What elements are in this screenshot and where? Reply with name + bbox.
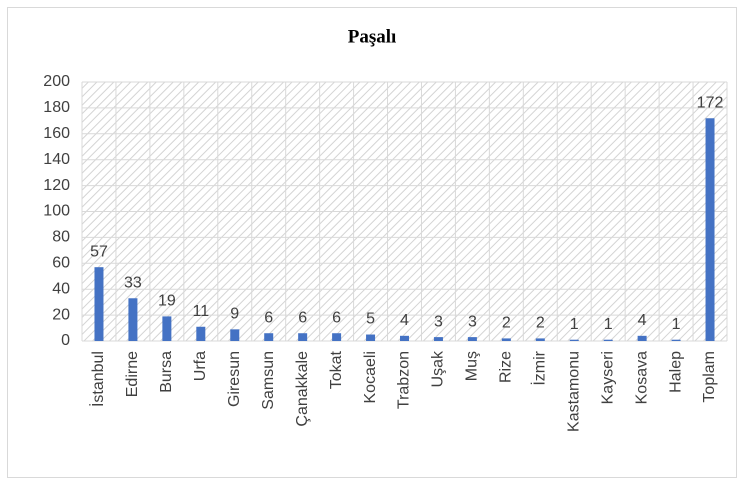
- x-tick-label: Rize: [498, 351, 515, 383]
- x-tick-label: Giresun: [226, 351, 243, 407]
- x-tick-label: Tokat: [328, 350, 345, 389]
- y-tick-label: 140: [43, 151, 70, 168]
- bar: [128, 298, 138, 341]
- bar: [298, 333, 308, 341]
- data-label: 172: [697, 94, 724, 111]
- data-label: 1: [672, 316, 681, 333]
- data-label: 1: [604, 316, 613, 333]
- bar: [467, 337, 477, 341]
- x-tick-label: Halep: [667, 351, 684, 393]
- bar: [94, 267, 104, 341]
- bar: [705, 118, 715, 341]
- data-label: 2: [536, 315, 545, 332]
- y-tick-label: 120: [43, 177, 70, 194]
- x-tick-label: Kocaeli: [362, 351, 379, 403]
- data-label: 5: [366, 311, 375, 328]
- y-tick-label: 180: [43, 99, 70, 116]
- bar: [603, 339, 613, 341]
- y-tick-label: 40: [52, 280, 70, 297]
- data-label: 9: [230, 306, 239, 323]
- bar: [433, 337, 443, 341]
- data-label: 19: [158, 293, 176, 310]
- x-tick-label: Bursa: [158, 351, 175, 393]
- x-tick-label: Urfa: [192, 351, 209, 381]
- bar: [230, 329, 240, 341]
- x-tick-label: Kosava: [633, 351, 650, 404]
- data-label: 4: [638, 312, 647, 329]
- x-tick-label: İzmir: [530, 350, 549, 385]
- x-tick-label: Toplam: [701, 351, 718, 403]
- data-label: 2: [502, 315, 511, 332]
- data-label: 11: [193, 303, 210, 320]
- bar: [332, 333, 342, 341]
- bar: [569, 339, 579, 341]
- data-label: 6: [298, 309, 307, 326]
- bar: [671, 339, 681, 341]
- chart-title: Paşalı: [348, 26, 397, 47]
- y-tick-label: 100: [43, 203, 70, 220]
- data-label: 33: [124, 274, 142, 291]
- bar: [366, 334, 376, 341]
- bar: [535, 338, 545, 341]
- y-tick-label: 60: [52, 255, 70, 272]
- y-tick-label: 0: [61, 332, 70, 349]
- data-label: 57: [90, 243, 108, 260]
- bar: [162, 316, 172, 341]
- y-tick-label: 80: [52, 229, 70, 246]
- x-tick-label: Muş: [464, 351, 481, 381]
- data-label: 3: [434, 313, 443, 330]
- bar: [196, 326, 206, 341]
- x-tick-label: İstanbul: [88, 351, 107, 407]
- x-tick-label: Kayseri: [599, 351, 616, 404]
- x-tick-label: Trabzon: [396, 351, 413, 409]
- x-tick-label: Kastamonu: [565, 351, 582, 432]
- y-tick-label: 20: [52, 306, 70, 323]
- bar: [400, 335, 409, 341]
- data-label: 1: [570, 316, 579, 333]
- data-label: 6: [264, 309, 273, 326]
- data-label: 6: [332, 309, 341, 326]
- data-label: 4: [400, 312, 409, 329]
- x-tick-label: Edirne: [124, 351, 141, 397]
- x-tick-label: Uşak: [430, 350, 447, 387]
- x-tick-label: Samsun: [260, 351, 277, 410]
- y-tick-label: 160: [43, 125, 70, 142]
- bar: [637, 335, 647, 341]
- x-tick-label: Çanakkale: [294, 351, 311, 427]
- bar: [264, 333, 274, 341]
- y-tick-label: 200: [43, 73, 70, 90]
- data-label: 3: [468, 313, 477, 330]
- bar: [501, 338, 511, 341]
